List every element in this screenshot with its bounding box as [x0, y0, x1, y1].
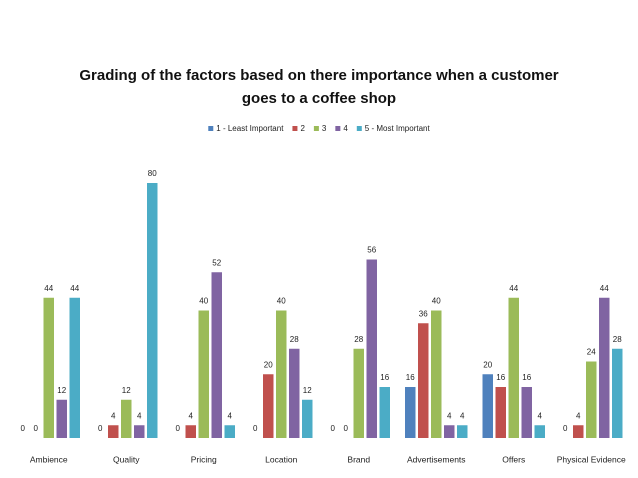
x-tick-label: Advertisements [407, 454, 466, 464]
value-label: 44 [70, 284, 79, 293]
bar [482, 374, 493, 438]
chart-title: Grading of the factors based on there im… [79, 67, 559, 107]
value-label: 0 [21, 424, 26, 433]
value-label: 16 [380, 373, 389, 382]
bar [185, 425, 196, 438]
legend-swatch [356, 126, 362, 131]
bar [56, 399, 67, 438]
legend-label: 2 [300, 124, 305, 133]
value-label: 52 [212, 258, 221, 267]
bar [444, 425, 455, 438]
value-label: 20 [264, 360, 273, 369]
legend-label: 3 [322, 124, 327, 133]
value-label: 40 [432, 297, 441, 306]
value-label: 0 [331, 424, 336, 433]
value-label: 20 [483, 360, 492, 369]
bar [289, 348, 300, 438]
value-label: 12 [57, 386, 66, 395]
bar [302, 399, 313, 438]
bar [586, 361, 597, 438]
value-label: 28 [354, 335, 363, 344]
value-label: 28 [613, 335, 622, 344]
bar [43, 297, 54, 438]
bar [573, 425, 584, 438]
legend-swatch [292, 126, 298, 131]
value-label: 36 [419, 309, 428, 318]
value-label: 0 [98, 424, 103, 433]
bar [379, 387, 390, 438]
value-label: 0 [563, 424, 568, 433]
value-label: 4 [460, 411, 465, 420]
value-label: 40 [277, 297, 286, 306]
value-label: 16 [406, 373, 415, 382]
legend-label: 5 - Most Important [365, 124, 431, 133]
value-label: 24 [587, 348, 596, 357]
value-label: 44 [44, 284, 53, 293]
bar [457, 425, 468, 438]
value-label: 40 [199, 297, 208, 306]
legend-swatch [208, 126, 214, 131]
x-tick-label: Pricing [191, 454, 217, 464]
x-tick-label: Quality [113, 454, 140, 464]
bar [108, 425, 119, 438]
value-label: 4 [576, 411, 581, 420]
bar [495, 387, 506, 438]
value-label: 4 [189, 411, 194, 420]
bar [198, 310, 209, 438]
value-label: 16 [496, 373, 505, 382]
value-label: 4 [228, 411, 233, 420]
bar [405, 387, 416, 438]
bar [211, 272, 222, 438]
bar [134, 425, 145, 438]
bar [121, 399, 132, 438]
value-label: 0 [253, 424, 258, 433]
value-label: 56 [367, 246, 376, 255]
bar [521, 387, 532, 438]
value-label: 0 [34, 424, 39, 433]
value-label: 12 [303, 386, 312, 395]
bar [508, 297, 519, 438]
value-label: 16 [522, 373, 531, 382]
value-label: 0 [344, 424, 349, 433]
legend-swatch [335, 126, 341, 131]
x-tick-label: Ambience [30, 454, 68, 464]
value-label: 28 [290, 335, 299, 344]
value-label: 12 [122, 386, 131, 395]
value-label: 4 [538, 411, 543, 420]
bar [431, 310, 442, 438]
legend-label: 4 [343, 124, 348, 133]
x-tick-label: Brand [347, 454, 370, 464]
x-tick-label: Physical Evidence [557, 454, 626, 464]
value-label: 44 [509, 284, 518, 293]
bar [366, 259, 377, 438]
value-label: 80 [148, 169, 157, 178]
bar [353, 348, 364, 438]
bar [612, 348, 623, 438]
bar [418, 323, 429, 438]
legend-swatch [313, 126, 319, 131]
x-tick-label: Location [265, 454, 297, 464]
value-label: 4 [447, 411, 452, 420]
legend-label: 1 - Least Important [216, 124, 284, 133]
value-label: 4 [137, 411, 142, 420]
bar [147, 183, 158, 438]
value-label: 0 [176, 424, 181, 433]
bar [69, 297, 80, 438]
value-label: 4 [111, 411, 116, 420]
bar [263, 374, 274, 438]
bar [534, 425, 545, 438]
bar [599, 297, 610, 438]
value-label: 44 [600, 284, 609, 293]
bar [276, 310, 287, 438]
bar [224, 425, 235, 438]
x-tick-label: Offers [502, 454, 525, 464]
